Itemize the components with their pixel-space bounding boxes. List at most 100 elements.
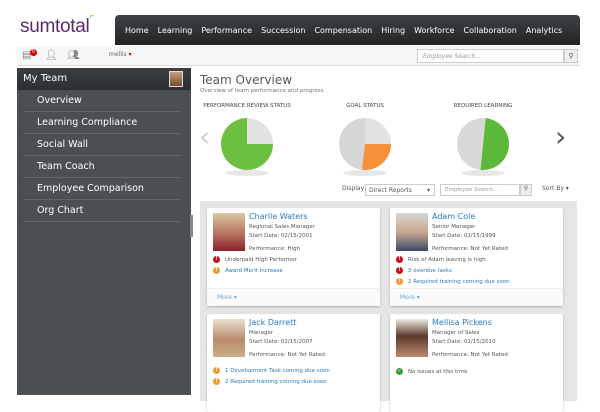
sort-by-button[interactable]: Sort By ▾ (542, 185, 569, 192)
pie-chart[interactable] (453, 116, 513, 178)
sidebar-item-overview[interactable]: Overview (23, 90, 181, 112)
nav-compensation[interactable]: Compensation (314, 25, 373, 35)
alert-text: No issues at this time (408, 368, 468, 375)
main-nav: Home Learning Performance Succession Compens… (115, 15, 580, 45)
page-title: Team Overview (200, 73, 293, 87)
employee-name[interactable]: Mellisa Pickens (432, 318, 492, 327)
pie-shadow (461, 170, 505, 176)
person-icon[interactable]: 👤︎ (45, 50, 58, 61)
employee-card: Charlie Waters Regional Sales Manager Star… (207, 208, 380, 306)
nav-home[interactable]: Home (125, 25, 149, 35)
toolbar: ▤ 0 👤︎ 👥︎ mellis ▾ Employee Search... ⚲ (17, 46, 580, 66)
employee-name[interactable]: Charlie Waters (249, 212, 308, 221)
employee-card: Jack Darrett Manager Start Date: 02/15/200… (207, 314, 380, 412)
alert-link[interactable]: 1 Development Task coming due soon (225, 367, 330, 374)
alert-item[interactable]: ! 1 Development Task coming due soon (213, 367, 330, 374)
employee-name[interactable]: Adam Cole (432, 212, 476, 221)
main-content: Team Overview Overview of team performan… (191, 68, 580, 412)
employee-performance: Performance: High (249, 246, 301, 252)
alert-link[interactable]: 3 overdue tasks (408, 267, 452, 274)
alert-link[interactable]: 2 Required training coming due soon (225, 378, 327, 385)
alert-item[interactable]: ! 2 Required training coming due soon (396, 278, 510, 285)
pie-slice[interactable] (247, 118, 273, 144)
alert-link[interactable]: Award Merit Increase (225, 267, 283, 274)
nav-analytics[interactable]: Analytics (525, 25, 563, 35)
alert-orange-icon: ! (213, 267, 220, 274)
employee-title: Regional Sales Manager (249, 224, 315, 230)
pie-shadow (343, 170, 387, 176)
more-button[interactable]: More ▾ (207, 288, 380, 306)
nav-workforce[interactable]: Workforce (414, 25, 455, 35)
employee-start-date: Start Date: 02/15/2001 (249, 233, 313, 239)
pie-slice[interactable] (361, 144, 391, 170)
chevron-left-icon[interactable]: ‹ (199, 120, 211, 153)
employee-title: Manager of Sales (432, 330, 480, 336)
sidebar-item-learning-compliance[interactable]: Learning Compliance (23, 112, 181, 134)
employee-photo[interactable] (213, 319, 245, 357)
pie-chart[interactable] (335, 116, 395, 178)
search-icon[interactable]: ⚲ (564, 49, 578, 63)
alert-text: Underpaid High Performer (225, 256, 297, 263)
alert-text: Risk of Adam leaving is high (408, 256, 486, 263)
sidebar-header: My Team (17, 68, 191, 90)
resize-handle[interactable] (190, 215, 193, 237)
page-subtitle: Overview of team performance and progres… (200, 88, 326, 94)
alert-item[interactable]: ! 3 overdue tasks (396, 267, 452, 274)
nav-hiring[interactable]: Hiring (381, 25, 406, 35)
alert-red-icon: ! (396, 256, 403, 263)
pie-shadow (225, 170, 269, 176)
check-circle-icon: ✓ (396, 368, 403, 375)
chart-title: PERFORMANCE REVIEW STATUS (203, 103, 291, 109)
alert-item: ! Risk of Adam leaving is high (396, 256, 486, 263)
alert-link[interactable]: 2 Required training coming due soon (408, 278, 510, 285)
sidebar-item-team-coach[interactable]: Team Coach (23, 156, 181, 178)
notification-badge: 0 (30, 49, 37, 56)
user-menu[interactable]: mellis ▾ (109, 51, 132, 58)
sidebar-item-employee-comparison[interactable]: Employee Comparison (23, 178, 181, 200)
team-icon[interactable]: 👥︎ (67, 50, 80, 61)
sidebar-item-social-wall[interactable]: Social Wall (23, 134, 181, 156)
employee-search-input[interactable]: Employee Search... (417, 49, 564, 63)
more-button[interactable]: More ▾ (390, 288, 563, 306)
alert-red-icon: ! (213, 256, 220, 263)
chevron-down-icon: ▾ (426, 187, 430, 194)
employee-photo[interactable] (396, 319, 428, 357)
employee-photo[interactable] (396, 213, 428, 251)
nav-collaboration[interactable]: Collaboration (463, 25, 517, 35)
chevron-right-icon[interactable]: › (555, 120, 567, 153)
nav-learning[interactable]: Learning (157, 25, 193, 35)
pie-slice[interactable] (457, 118, 486, 170)
display-label: Display (342, 185, 365, 192)
employee-title: Manager (249, 330, 274, 336)
search-icon[interactable]: ⚲ (520, 184, 532, 196)
notifications-icon[interactable]: ▤ 0 (22, 49, 37, 61)
employee-cards: Charlie Waters Regional Sales Manager Star… (200, 201, 577, 412)
alert-red-icon: ! (396, 267, 403, 274)
sidebar: My Team Overview Learning Compliance Socia… (17, 68, 191, 395)
employee-start-date: Start Date: 02/15/2010 (432, 339, 496, 345)
employee-performance: Performance: Not Yet Rated (432, 246, 508, 252)
employee-performance: Performance: Not Yet Rated (249, 352, 325, 358)
pie-slice[interactable] (338, 118, 365, 170)
alert-item: ✓ No issues at this time (396, 368, 467, 375)
avatar[interactable] (169, 71, 183, 87)
nav-succession[interactable]: Succession (261, 25, 306, 35)
nav-performance[interactable]: Performance (201, 25, 253, 35)
team-search-input[interactable]: Employee Search... (440, 184, 520, 196)
chart-title: GOAL STATUS (346, 103, 384, 109)
employee-photo[interactable] (213, 213, 245, 251)
logo-mark-icon: ⌐ (89, 10, 95, 22)
pie-slice[interactable] (480, 118, 509, 170)
pie-slice[interactable] (365, 118, 391, 144)
employee-name[interactable]: Jack Darrett (249, 318, 297, 327)
employee-start-date: Start Date: 02/15/1999 (432, 233, 496, 239)
display-select[interactable]: Direct Reports ▾ (365, 184, 435, 196)
employee-performance: Performance: Not Yet Rated (432, 352, 508, 358)
alert-item[interactable]: ! 2 Required training coming due soon (213, 378, 327, 385)
employee-card: Adam Cole Senior Manager Start Date: 02/15… (390, 208, 563, 306)
pie-chart[interactable] (217, 116, 277, 178)
sumtotal-logo[interactable]: sumtotal⌐ (20, 10, 95, 37)
sidebar-item-org-chart[interactable]: Org Chart (23, 200, 181, 222)
alert-item[interactable]: ! Award Merit Increase (213, 267, 283, 274)
chevron-down-icon: ▾ (128, 51, 132, 58)
